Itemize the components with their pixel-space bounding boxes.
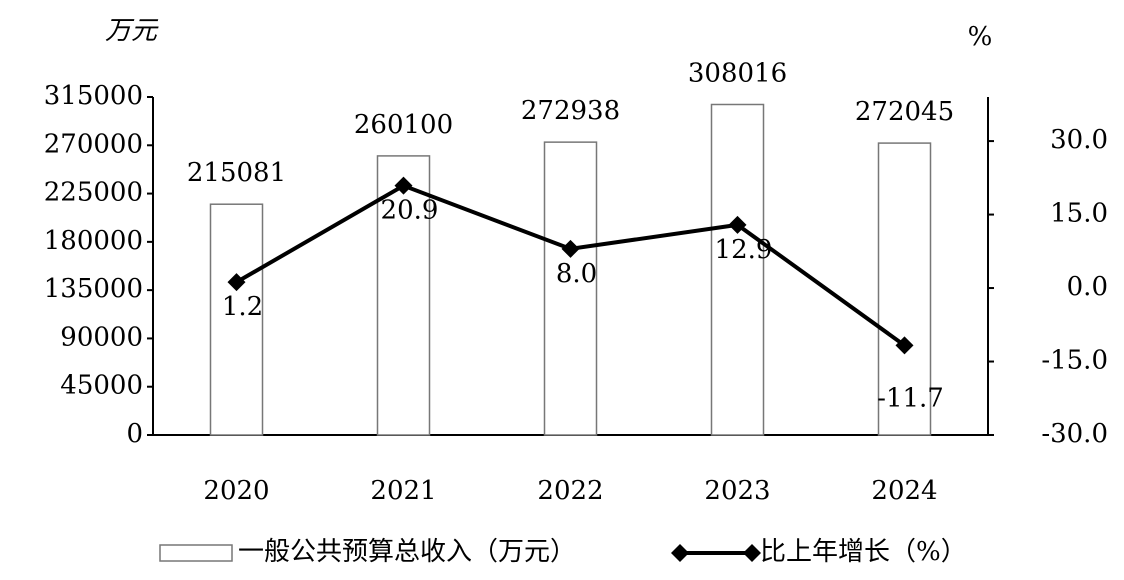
y2-tick-label: 30.0 — [1050, 125, 1108, 155]
line-marker — [561, 239, 580, 258]
y2-tick-label: 15.0 — [1050, 199, 1108, 229]
legend-marker — [671, 544, 689, 562]
x-tick-label: 2020 — [203, 476, 269, 506]
bar — [710, 103, 765, 436]
bar-value-label: 272938 — [521, 96, 620, 126]
line-value-label: 1.2 — [222, 292, 263, 322]
legend-marker — [743, 544, 761, 562]
y2-tick-label: 0.0 — [1067, 272, 1108, 302]
line-value-label: 12.9 — [715, 235, 773, 265]
y-tick-label: 135000 — [44, 274, 143, 304]
line-value-label: -11.7 — [877, 383, 944, 413]
line-marker — [728, 215, 747, 234]
bar-value-label: 272045 — [855, 97, 954, 127]
x-tick-label: 2023 — [704, 476, 770, 506]
y-tick-label: 270000 — [44, 129, 143, 159]
y-axis-label: 万元 — [105, 16, 159, 46]
line-marker — [895, 336, 914, 355]
line-value-label: 8.0 — [556, 259, 597, 289]
x-tick-label: 2022 — [537, 476, 603, 506]
bar-value-label: 215081 — [187, 158, 286, 188]
bar — [543, 141, 598, 436]
bar — [877, 142, 932, 436]
bar-value-label: 260100 — [354, 110, 453, 140]
bar-value-label: 308016 — [688, 58, 787, 88]
x-tick-label: 2024 — [871, 476, 937, 506]
y2-tick-label: -30.0 — [1041, 419, 1108, 449]
y-tick-label: 0 — [126, 419, 143, 449]
y-tick-label: 45000 — [60, 371, 143, 401]
bar — [376, 155, 431, 436]
x-tick-label: 2021 — [370, 476, 436, 506]
line-value-label: 20.9 — [381, 196, 439, 226]
y2-axis-label: % — [968, 22, 993, 52]
y-tick-label: 90000 — [60, 322, 143, 352]
y2-tick-label: -15.0 — [1041, 346, 1108, 376]
line-marker — [394, 176, 413, 195]
y-tick-label: 225000 — [44, 178, 143, 208]
y-tick-label: 315000 — [44, 81, 143, 111]
y-tick-label: 180000 — [44, 226, 143, 256]
line-marker — [227, 273, 246, 292]
legend-label: 比上年增长（%） — [760, 537, 967, 567]
bar — [209, 203, 264, 436]
legend-swatch — [159, 544, 233, 562]
legend-label: 一般公共预算总收入（万元） — [238, 537, 576, 567]
